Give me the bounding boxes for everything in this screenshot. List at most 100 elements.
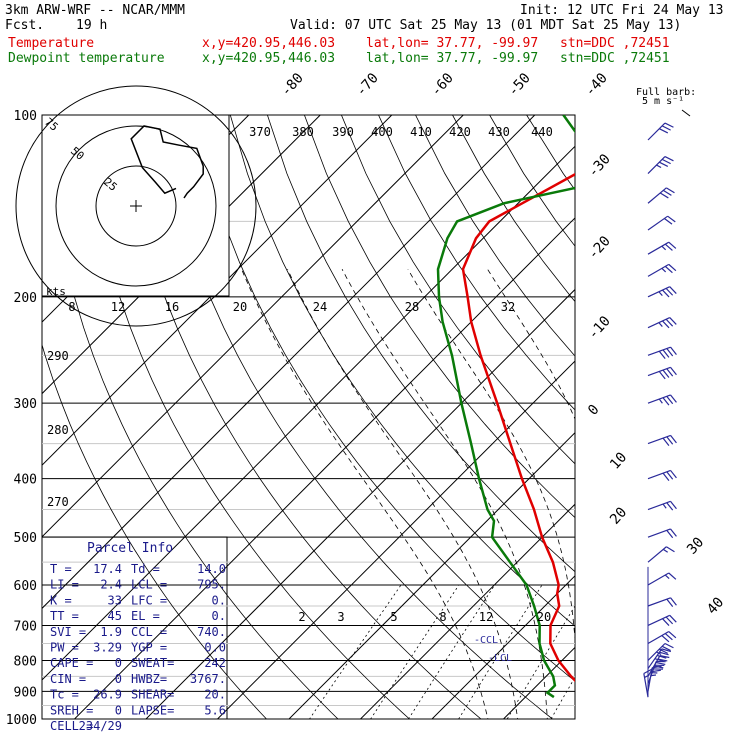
- barb-key-line2: 5 m s⁻¹: [642, 96, 684, 107]
- isotherm-20: [562, 115, 740, 732]
- parcel-row-value-right: 3767.: [190, 672, 226, 686]
- parcel-row-label-left: CAPE =: [50, 656, 93, 670]
- wind-barb: [648, 545, 674, 569]
- parcel-row-label-right: Td =: [131, 562, 160, 576]
- wind-barb-half: [662, 245, 666, 250]
- parcel-row-value-right: 0.: [212, 609, 226, 623]
- theta-e-label-400: 400: [371, 125, 393, 139]
- dry-adiabat-430: [675, 115, 740, 732]
- parcel-row-value-left: 2.4: [100, 578, 122, 592]
- upper-scale-label-20: 20: [233, 300, 247, 314]
- pressure-label-800: 800: [14, 654, 37, 669]
- parcel-row-label-right: LFC =: [131, 593, 167, 607]
- parcel-row-value-left: 234/29: [79, 719, 122, 733]
- parcel-row-value-left: 0: [115, 703, 122, 717]
- theta-e-label-440: 440: [531, 125, 553, 139]
- mixing-ratio-label-3: 3: [337, 610, 344, 624]
- wind-barb: [648, 434, 676, 452]
- dewpoint-xy: x,y=420.95,446.03: [202, 51, 335, 66]
- parcel-row-label-left: Tc =: [50, 688, 79, 702]
- mixing-ratio-label-12: 12: [479, 610, 493, 624]
- parcel-row-label-left: TT =: [50, 609, 79, 623]
- isotherm-label--60: -60: [428, 70, 457, 100]
- mixing-ratio-label-20: 20: [537, 610, 551, 624]
- pressure-label-1000: 1000: [6, 713, 37, 728]
- barb-key-staff: [682, 110, 690, 116]
- parcel-row-label-left: LI =: [50, 578, 79, 592]
- parcel-row-value-left: 45: [108, 609, 122, 623]
- temperature-station: stn=DDC ,72451: [560, 36, 670, 51]
- isotherm-label--10: -10: [585, 313, 614, 343]
- wind-barb: [648, 366, 676, 384]
- wind-barb-half: [659, 291, 662, 296]
- pressure-label-600: 600: [14, 579, 37, 594]
- wind-barb: [648, 597, 676, 615]
- wind-barb: [648, 500, 676, 518]
- parcel-row-label-left: PW =: [50, 641, 79, 655]
- mixing-ratio-20: [602, 585, 684, 732]
- mixing-ratio-label-8: 8: [439, 610, 446, 624]
- wind-barb: [648, 263, 676, 284]
- wind-barb: [648, 121, 673, 146]
- parcel-row-label-right: EL =: [131, 609, 160, 623]
- pressure-label-100: 100: [14, 109, 37, 124]
- wind-barb: [648, 528, 676, 546]
- isotherm-label--70: -70: [353, 70, 382, 100]
- wind-barb: [648, 572, 676, 593]
- pressure-label-200: 200: [14, 291, 37, 306]
- pressure-label-700: 700: [14, 619, 37, 634]
- theta-e-label-420: 420: [449, 125, 471, 139]
- theta-e-label-410: 410: [410, 125, 432, 139]
- parcel-row-label-right: LAPSE=: [131, 703, 174, 717]
- wind-barb: [648, 469, 676, 487]
- isotherm-label-20: 20: [607, 504, 630, 527]
- hodograph-units: kts: [46, 285, 66, 298]
- parcel-row-value-right: 14.0: [197, 562, 226, 576]
- parcel-row-value-left: 3.29: [93, 641, 122, 655]
- mixing-ratio-label-2: 2: [298, 610, 305, 624]
- upper-scale-label-8: 8: [68, 300, 75, 314]
- wind-barb: [648, 186, 674, 210]
- dry-adiabat-410: [601, 115, 740, 732]
- parcel-row-value-left: 1.9: [100, 625, 122, 639]
- mixing-ratio-label-5: 5: [390, 610, 397, 624]
- parcel-row-label-left: SVI =: [50, 625, 86, 639]
- parcel-row-label-left: SREH =: [50, 703, 93, 717]
- parcel-row-value-left: 33: [108, 593, 122, 607]
- wind-barb: [648, 214, 675, 237]
- dry-adiabat-400: [564, 115, 740, 732]
- legend-temperature: Temperature: [8, 36, 94, 51]
- model-title: 3km ARW-WRF -- NCAR/MMM: [5, 3, 185, 18]
- parcel-row-value-right: 20.: [204, 688, 226, 702]
- theta-label-290: 290: [47, 349, 69, 363]
- isotherm-label--40: -40: [582, 70, 611, 100]
- parcel-row-value-right: 740.: [197, 625, 226, 639]
- parcel-row-label-right: SWEAT=: [131, 656, 174, 670]
- pressure-label-500: 500: [14, 531, 37, 546]
- ccl-marker: -CCL: [474, 635, 498, 646]
- pressure-label-400: 400: [14, 473, 37, 488]
- wind-barb-half: [659, 399, 662, 404]
- theta-e-label-390: 390: [332, 125, 354, 139]
- parcel-info-title: Parcel Info: [87, 541, 173, 556]
- parcel-row-label-left: K =: [50, 593, 72, 607]
- parcel-row-value-left: 26.9: [93, 688, 122, 702]
- wind-barb-half: [662, 268, 666, 273]
- wind-barb-full: [666, 545, 674, 554]
- dewpoint-station: stn=DDC ,72451: [560, 51, 670, 66]
- upper-scale-label-32: 32: [501, 300, 515, 314]
- wind-barb: [648, 630, 676, 651]
- forecast-label: Fcst.: [5, 18, 44, 33]
- isotherm--140: [0, 115, 34, 732]
- wind-barb-full: [669, 572, 676, 581]
- parcel-row-value-left: 0: [115, 672, 122, 686]
- parcel-row-value-right: 0.: [212, 593, 226, 607]
- parcel-row-label-right: HWBZ=: [131, 672, 167, 686]
- forecast-hour: 19 h: [76, 18, 107, 33]
- moist-adiabat-34: [662, 269, 704, 732]
- wind-barb: [648, 316, 676, 336]
- wind-barb-half: [663, 504, 666, 509]
- parcel-row-label-left: CIN =: [50, 672, 86, 686]
- parcel-row-label-right: LCL =: [131, 578, 167, 592]
